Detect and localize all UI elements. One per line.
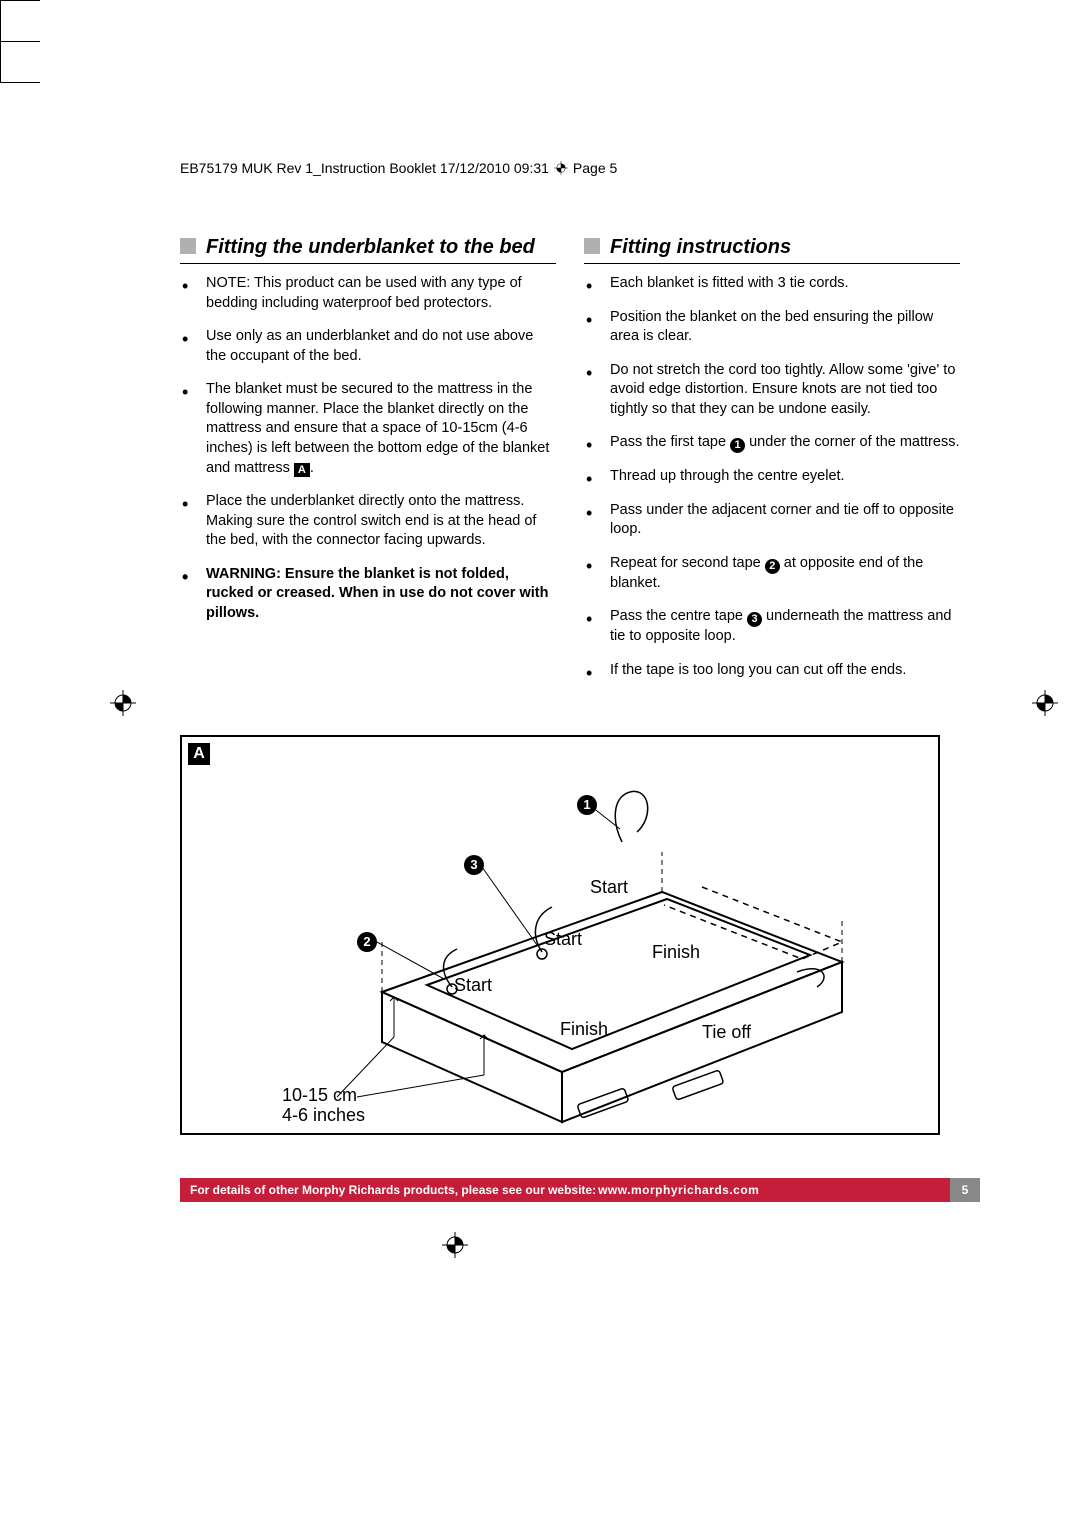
running-head: EB75179 MUK Rev 1_Instruction Booklet 17… (180, 160, 960, 176)
crop-mark (0, 0, 40, 1)
registration-mark-icon (553, 160, 569, 176)
reference-circle-icon: 1 (730, 438, 745, 453)
crop-mark (0, 41, 40, 42)
diagram-callout-2: 2 (357, 932, 377, 952)
list-item: Pass under the adjacent corner and tie o… (610, 501, 960, 540)
crop-mark (0, 1, 1, 41)
list-item: The blanket must be secured to the mattr… (206, 380, 556, 478)
bullet-list-left: NOTE: This product can be used with any … (180, 274, 556, 623)
heading-block-icon (584, 238, 600, 254)
running-head-left: EB75179 MUK Rev 1_Instruction Booklet 17… (180, 160, 549, 176)
diagram-text-tieoff: Tie off (702, 1022, 751, 1043)
section-heading-fitting-underblanket: Fitting the underblanket to the bed (180, 236, 556, 264)
diagram-text-start: Start (454, 975, 492, 996)
section-heading-fitting-instructions: Fitting instructions (584, 236, 960, 264)
list-item: Position the blanket on the bed ensuring… (610, 308, 960, 347)
reference-circle-icon: 3 (747, 612, 762, 627)
registration-mark-icon (108, 688, 138, 718)
list-item: Use only as an underblanket and do not u… (206, 327, 556, 366)
diagram-text-finish: Finish (652, 942, 700, 963)
diagram-text-finish: Finish (560, 1019, 608, 1040)
registration-mark-icon (1030, 688, 1060, 718)
list-item: If the tape is too long you can cut off … (610, 661, 960, 681)
column-right: Fitting instructions Each blanket is fit… (584, 236, 960, 695)
list-item: Repeat for second tape 2 at opposite end… (610, 554, 960, 593)
list-item: Thread up through the centre eyelet. (610, 467, 960, 487)
diagram-text-start: Start (544, 929, 582, 950)
list-item: Each blanket is fitted with 3 tie cords. (610, 274, 960, 294)
diagram-text-measure2: 4-6 inches (282, 1105, 365, 1126)
crop-mark (0, 42, 1, 82)
footer-bar: For details of other Morphy Richards pro… (180, 1178, 980, 1202)
list-item: WARNING: Ensure the blanket is not folde… (206, 565, 556, 624)
heading-block-icon (180, 238, 196, 254)
crop-mark (0, 82, 40, 83)
diagram-callout-3: 3 (464, 855, 484, 875)
diagram-callout-1: 1 (577, 795, 597, 815)
page-content: EB75179 MUK Rev 1_Instruction Booklet 17… (180, 160, 960, 1135)
list-item: Place the underblanket directly onto the… (206, 492, 556, 551)
footer-text: For details of other Morphy Richards pro… (180, 1178, 950, 1202)
footer-page-number: 5 (950, 1178, 980, 1202)
reference-square-icon: A (294, 463, 310, 477)
two-column-layout: Fitting the underblanket to the bed NOTE… (180, 236, 960, 695)
diagram-text-measure1: 10-15 cm (282, 1085, 357, 1106)
registration-mark-icon (440, 1230, 470, 1260)
list-item: Do not stretch the cord too tightly. All… (610, 361, 960, 420)
diagram-A: A (180, 735, 940, 1135)
heading-text: Fitting instructions (610, 236, 791, 259)
bullet-list-right: Each blanket is fitted with 3 tie cords.… (584, 274, 960, 681)
column-left: Fitting the underblanket to the bed NOTE… (180, 236, 556, 695)
list-item: Pass the first tape 1 under the corner o… (610, 433, 960, 453)
running-head-right: Page 5 (573, 160, 617, 176)
diagram-text-start: Start (590, 877, 628, 898)
footer-text-before: For details of other Morphy Richards pro… (190, 1183, 596, 1197)
reference-circle-icon: 2 (765, 559, 780, 574)
footer-url: www.morphyrichards.com (598, 1183, 759, 1197)
heading-text: Fitting the underblanket to the bed (206, 236, 535, 259)
list-item: NOTE: This product can be used with any … (206, 274, 556, 313)
list-item: Pass the centre tape 3 underneath the ma… (610, 607, 960, 646)
